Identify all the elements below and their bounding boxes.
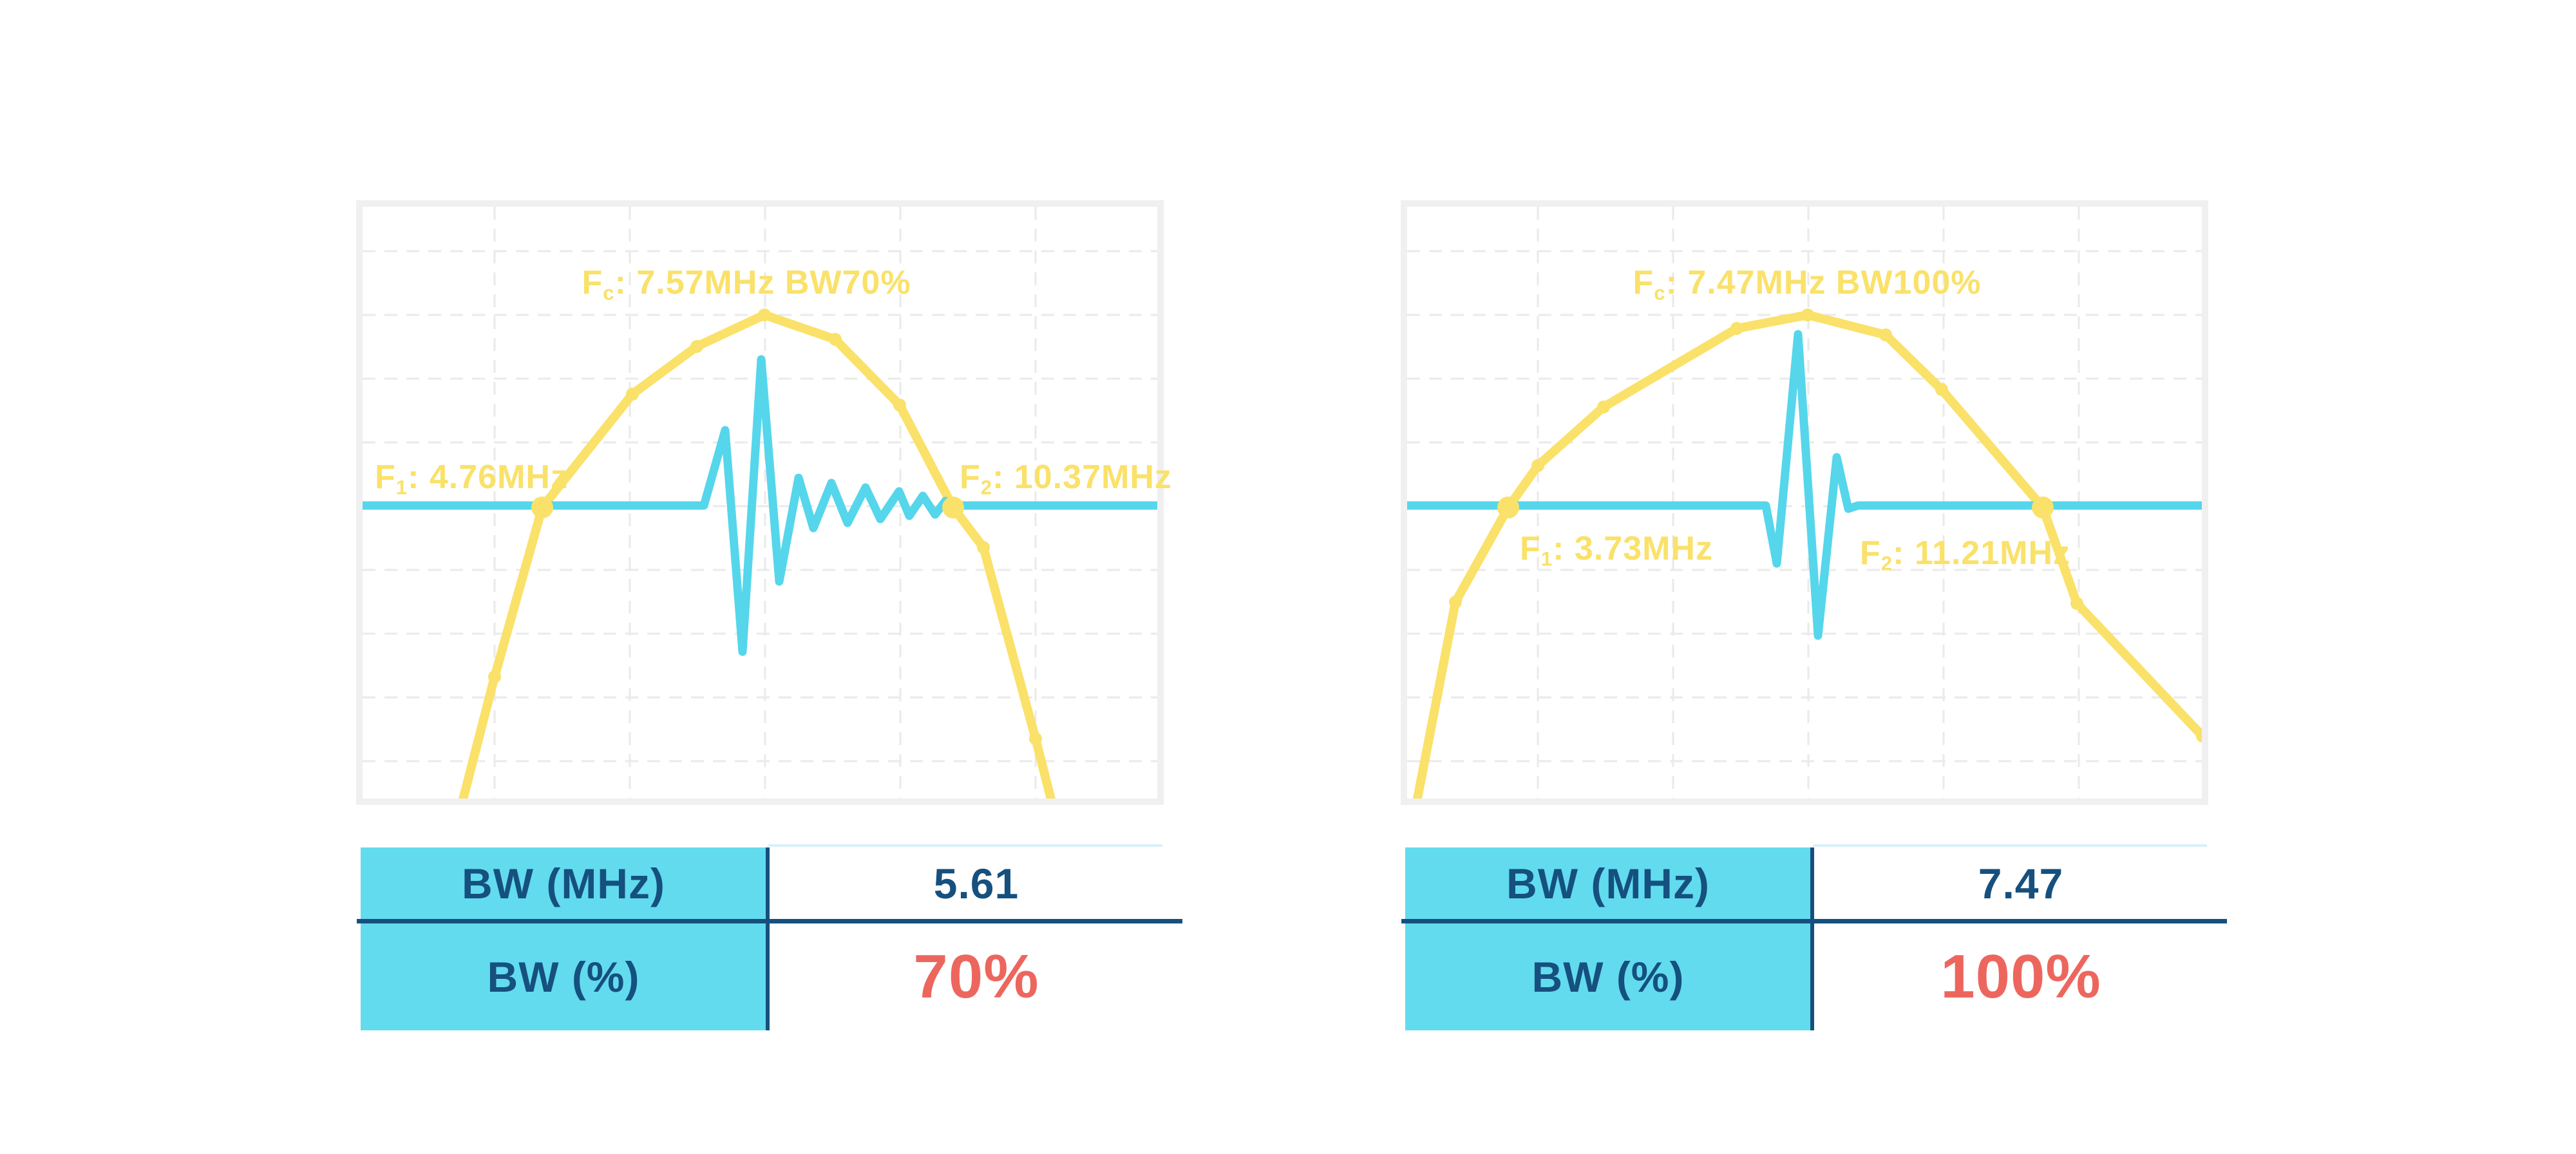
table-row-divider <box>1401 919 2227 923</box>
table-value-bw-mhz: 5.61 <box>770 847 1182 920</box>
table-value-bw-pct: 100% <box>1815 923 2227 1030</box>
plot-panel-bw70: Fc: 7.57MHz BW70% F1: 4.76MHz F2: 10.37M… <box>356 200 1171 805</box>
plot-panel-bw100: Fc: 7.47MHz BW100% F1: 3.73MHz F2: 11.21… <box>1401 200 2208 805</box>
chart-unit-bw100: Fc: 7.47MHz BW100% F1: 3.73MHz F2: 11.21… <box>1401 200 2238 1102</box>
f2-annotation: F2: 10.37MHz <box>960 459 1172 499</box>
table-value-bw-mhz: 7.47 <box>1815 847 2227 920</box>
chart-unit-bw70: Fc: 7.57MHz BW70% F1: 4.76MHz F2: 10.37M… <box>356 200 1193 1102</box>
bw-pct-value: 100% <box>1940 942 2101 1011</box>
table-column-divider <box>1810 847 1814 1030</box>
bw-mhz-value: 5.61 <box>933 860 1019 907</box>
table-header-bw-mhz: BW (MHz) <box>361 847 766 920</box>
table-row-divider <box>357 919 1182 923</box>
fc-annotation: Fc: 7.57MHz BW70% <box>582 264 911 305</box>
f1-annotation: F1: 3.73MHz <box>1520 530 1713 571</box>
bw-mhz-value: 7.47 <box>1978 860 2064 907</box>
spectrum-pulse-plot-bw70 <box>363 207 1157 799</box>
table-header-label: BW (%) <box>1531 953 1685 1001</box>
table-header-bw-pct: BW (%) <box>1405 923 1811 1030</box>
table-header-bw-pct: BW (%) <box>361 923 766 1030</box>
table-header-bw-mhz: BW (MHz) <box>1405 847 1811 920</box>
bw-pct-value: 70% <box>913 942 1039 1011</box>
table-header-label: BW (%) <box>487 953 640 1001</box>
f2-annotation: F2: 11.21MHz <box>1860 534 2071 575</box>
table-header-label: BW (MHz) <box>1506 860 1710 907</box>
table-column-divider <box>766 847 770 1030</box>
table-header-label: BW (MHz) <box>462 860 665 907</box>
table-top-accent-line <box>768 844 1162 847</box>
f1-annotation: F1: 4.76MHz <box>375 459 568 499</box>
table-value-bw-pct: 70% <box>770 923 1182 1030</box>
spectrum-pulse-plot-bw100 <box>1407 207 2202 799</box>
fc-annotation: Fc: 7.47MHz BW100% <box>1633 264 1982 305</box>
table-top-accent-line <box>1813 844 2207 847</box>
